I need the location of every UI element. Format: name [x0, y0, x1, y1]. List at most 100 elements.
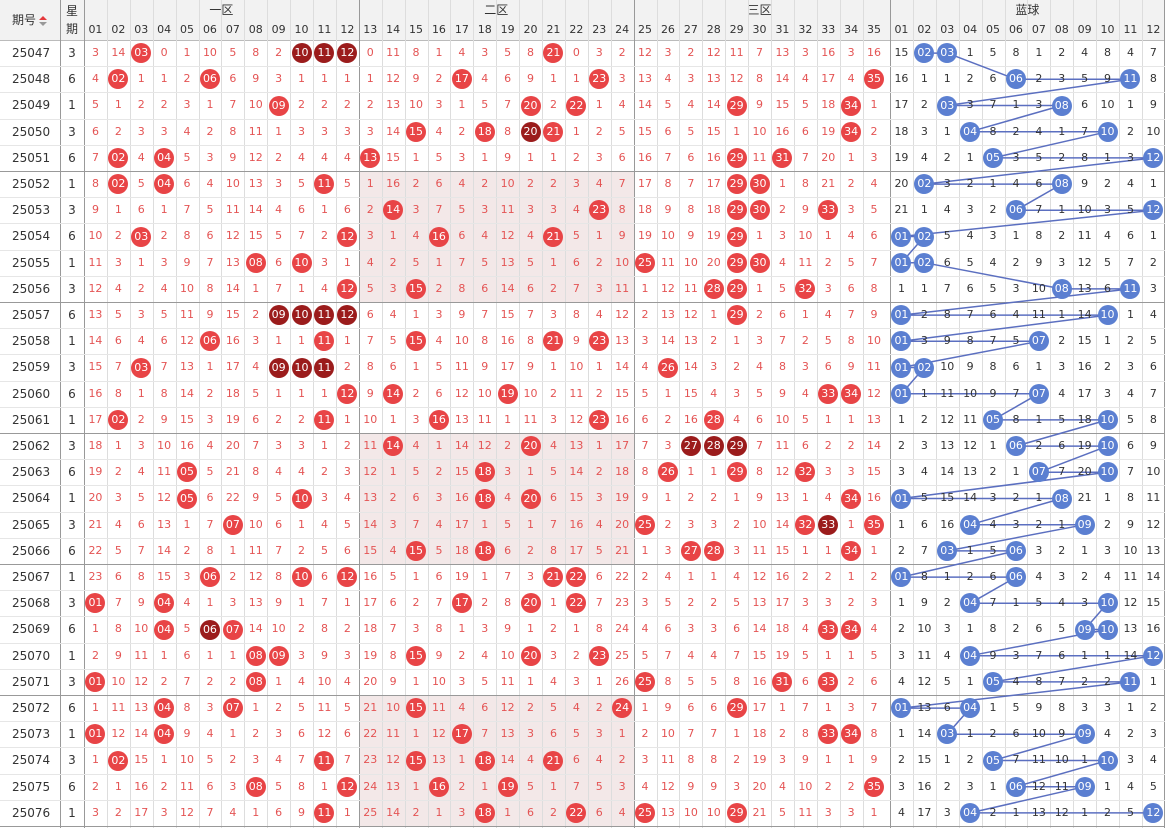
period-column-header[interactable]: 期号 [0, 0, 60, 40]
red-ball: 01 [85, 671, 106, 692]
miss-count: 21 [1077, 491, 1092, 505]
red-ball: 23 [589, 200, 610, 221]
miss-count: 12 [157, 491, 172, 505]
miss-count: 4 [206, 177, 214, 190]
miss-count: 1 [870, 805, 878, 819]
miss-count: 7 [847, 308, 855, 321]
red-number-header: 12 [340, 23, 355, 36]
red-number-header: 17 [454, 23, 469, 36]
blue-ball: 09 [1074, 724, 1095, 745]
red-ball: 29 [726, 200, 747, 221]
miss-count: 2 [920, 412, 928, 426]
grid-line [0, 433, 1165, 434]
miss-count: 6 [435, 177, 443, 190]
miss-count: 9 [298, 805, 306, 819]
sort-icon[interactable] [39, 15, 48, 26]
miss-count: 10 [409, 98, 424, 112]
grid-line [313, 0, 314, 828]
miss-count: 6 [481, 281, 489, 295]
red-ball: 01 [85, 593, 106, 614]
miss-count: 3 [595, 491, 603, 505]
connect-line [1015, 419, 1108, 447]
miss-count: 8 [183, 701, 191, 714]
miss-count: 20 [821, 150, 836, 164]
red-ball: 02 [108, 750, 129, 771]
miss-count: 3 [206, 701, 214, 714]
miss-count: 12 [1054, 805, 1069, 819]
miss-count: 15 [134, 753, 149, 767]
miss-count: 10 [706, 805, 721, 819]
miss-count: 1 [343, 255, 351, 269]
miss-count: 16 [569, 517, 584, 531]
connect-line [992, 654, 1154, 683]
miss-count: 5 [298, 701, 306, 714]
miss-count: 13 [88, 308, 103, 321]
miss-count: 8 [481, 334, 489, 348]
miss-count: 6 [989, 570, 997, 583]
blue-ball: 04 [960, 121, 981, 142]
miss-count: 4 [481, 648, 489, 662]
miss-count: 14 [180, 386, 195, 400]
miss-count: 3 [114, 255, 122, 269]
miss-count: 14 [1123, 648, 1138, 662]
miss-count: 9 [504, 622, 512, 636]
connect-line [901, 209, 1154, 238]
miss-count: 8 [989, 360, 997, 374]
miss-count: 10 [363, 412, 378, 426]
miss-count: 2 [778, 203, 786, 217]
miss-count: 12 [1123, 596, 1138, 610]
miss-count: 5 [1149, 334, 1157, 348]
miss-count: 3 [549, 412, 557, 426]
grid-line [0, 721, 1165, 723]
miss-count: 2 [229, 674, 237, 688]
miss-count: 1 [897, 281, 905, 295]
miss-count: 19 [615, 491, 630, 505]
miss-count: 16 [775, 570, 790, 583]
red-ball: 04 [154, 724, 175, 745]
red-ball: 35 [864, 776, 885, 797]
miss-count: 10 [477, 386, 492, 400]
miss-count: 8 [595, 622, 603, 636]
miss-count: 1 [733, 124, 741, 138]
miss-count: 6 [275, 255, 283, 269]
grid-line [702, 0, 704, 828]
miss-count: 13 [638, 72, 653, 86]
miss-count: 10 [683, 805, 698, 819]
table-header [0, 0, 1165, 41]
red-ball: 10 [291, 567, 312, 588]
miss-count: 5 [778, 805, 786, 819]
miss-count: 21 [752, 805, 767, 819]
miss-count: 1 [641, 281, 649, 295]
red-ball: 06 [199, 331, 220, 352]
red-ball: 29 [726, 95, 747, 116]
miss-count: 7 [989, 98, 997, 112]
miss-count: 22 [615, 570, 630, 583]
miss-count: 8 [389, 648, 397, 662]
miss-count: 3 [1126, 753, 1134, 767]
red-ball: 29 [726, 698, 747, 719]
miss-count: 10 [248, 98, 263, 112]
miss-count: 7 [572, 281, 580, 295]
miss-count: 17 [454, 517, 469, 531]
miss-count: 5 [504, 517, 512, 531]
miss-count: 4 [756, 360, 764, 374]
miss-count: 11 [660, 255, 675, 269]
miss-count: 1 [343, 596, 351, 610]
miss-count: 11 [500, 203, 515, 217]
miss-count: 6 [412, 491, 420, 505]
miss-count: 14 [111, 46, 126, 59]
miss-count: 1 [920, 72, 928, 86]
miss-count: 1 [897, 727, 905, 741]
miss-count: 3 [1104, 543, 1112, 557]
miss-count: 6 [1081, 98, 1089, 112]
miss-count: 2 [114, 805, 122, 819]
blue-ball: 04 [960, 698, 981, 719]
miss-count: 1 [1058, 517, 1066, 531]
red-ball: 11 [314, 357, 335, 378]
miss-count: 5 [183, 150, 191, 164]
period-cell: 25076 [12, 805, 51, 820]
miss-count: 4 [897, 674, 905, 688]
miss-count: 7 [549, 517, 557, 531]
red-ball: 23 [589, 645, 610, 666]
miss-count: 6 [966, 281, 974, 295]
